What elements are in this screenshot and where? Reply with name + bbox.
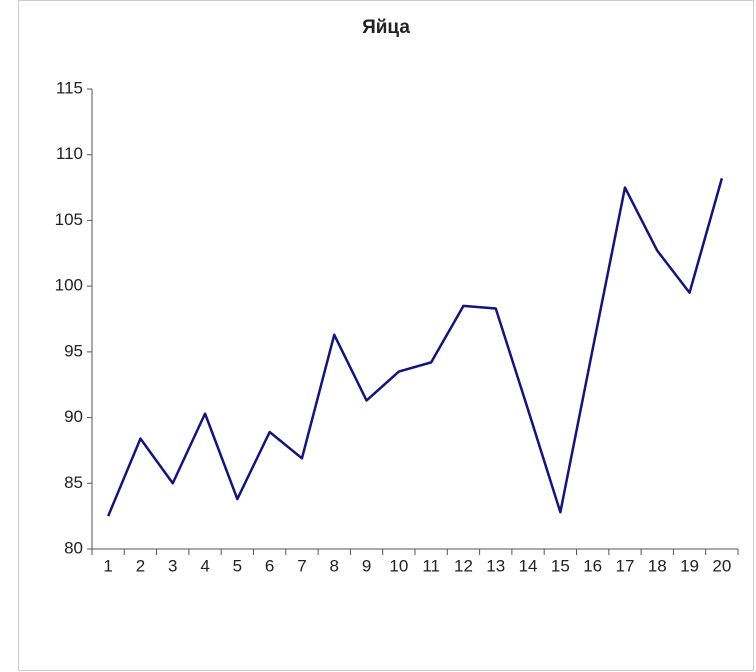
y-tick-label: 100 xyxy=(55,276,83,295)
x-tick-label: 6 xyxy=(265,556,274,575)
chart-title: Яйца xyxy=(362,17,410,38)
x-tick-label: 1 xyxy=(103,556,112,575)
x-tick-label: 11 xyxy=(422,556,440,575)
x-tick-label: 14 xyxy=(519,556,538,575)
y-tick-label: 85 xyxy=(64,473,83,492)
y-tick-label: 90 xyxy=(64,407,83,426)
y-tick-label: 80 xyxy=(64,538,83,557)
x-tick-label: 7 xyxy=(297,556,306,575)
x-tick-label: 8 xyxy=(330,556,339,575)
x-tick-label: 5 xyxy=(233,556,242,575)
x-tick-label: 12 xyxy=(454,556,473,575)
x-tick-label: 4 xyxy=(200,556,209,575)
y-tick-label: 95 xyxy=(64,341,83,360)
x-tick-label: 15 xyxy=(551,556,570,575)
x-tick-label: 9 xyxy=(362,556,371,575)
chart-frame xyxy=(18,0,754,671)
x-tick-label: 20 xyxy=(712,556,731,575)
y-tick-label: 110 xyxy=(56,144,83,163)
y-tick-label: 105 xyxy=(55,210,83,229)
x-tick-label: 3 xyxy=(168,556,177,575)
x-tick-label: 17 xyxy=(615,556,634,575)
line-series xyxy=(106,178,724,517)
x-tick-label: 19 xyxy=(680,556,699,575)
x-tick-label: 10 xyxy=(389,556,408,575)
x-tick-label: 18 xyxy=(648,556,667,575)
x-tick-label: 13 xyxy=(486,556,505,575)
x-tick-label: 16 xyxy=(583,556,602,575)
x-tick-label: 2 xyxy=(136,556,145,575)
y-tick-label: 115 xyxy=(56,78,83,97)
